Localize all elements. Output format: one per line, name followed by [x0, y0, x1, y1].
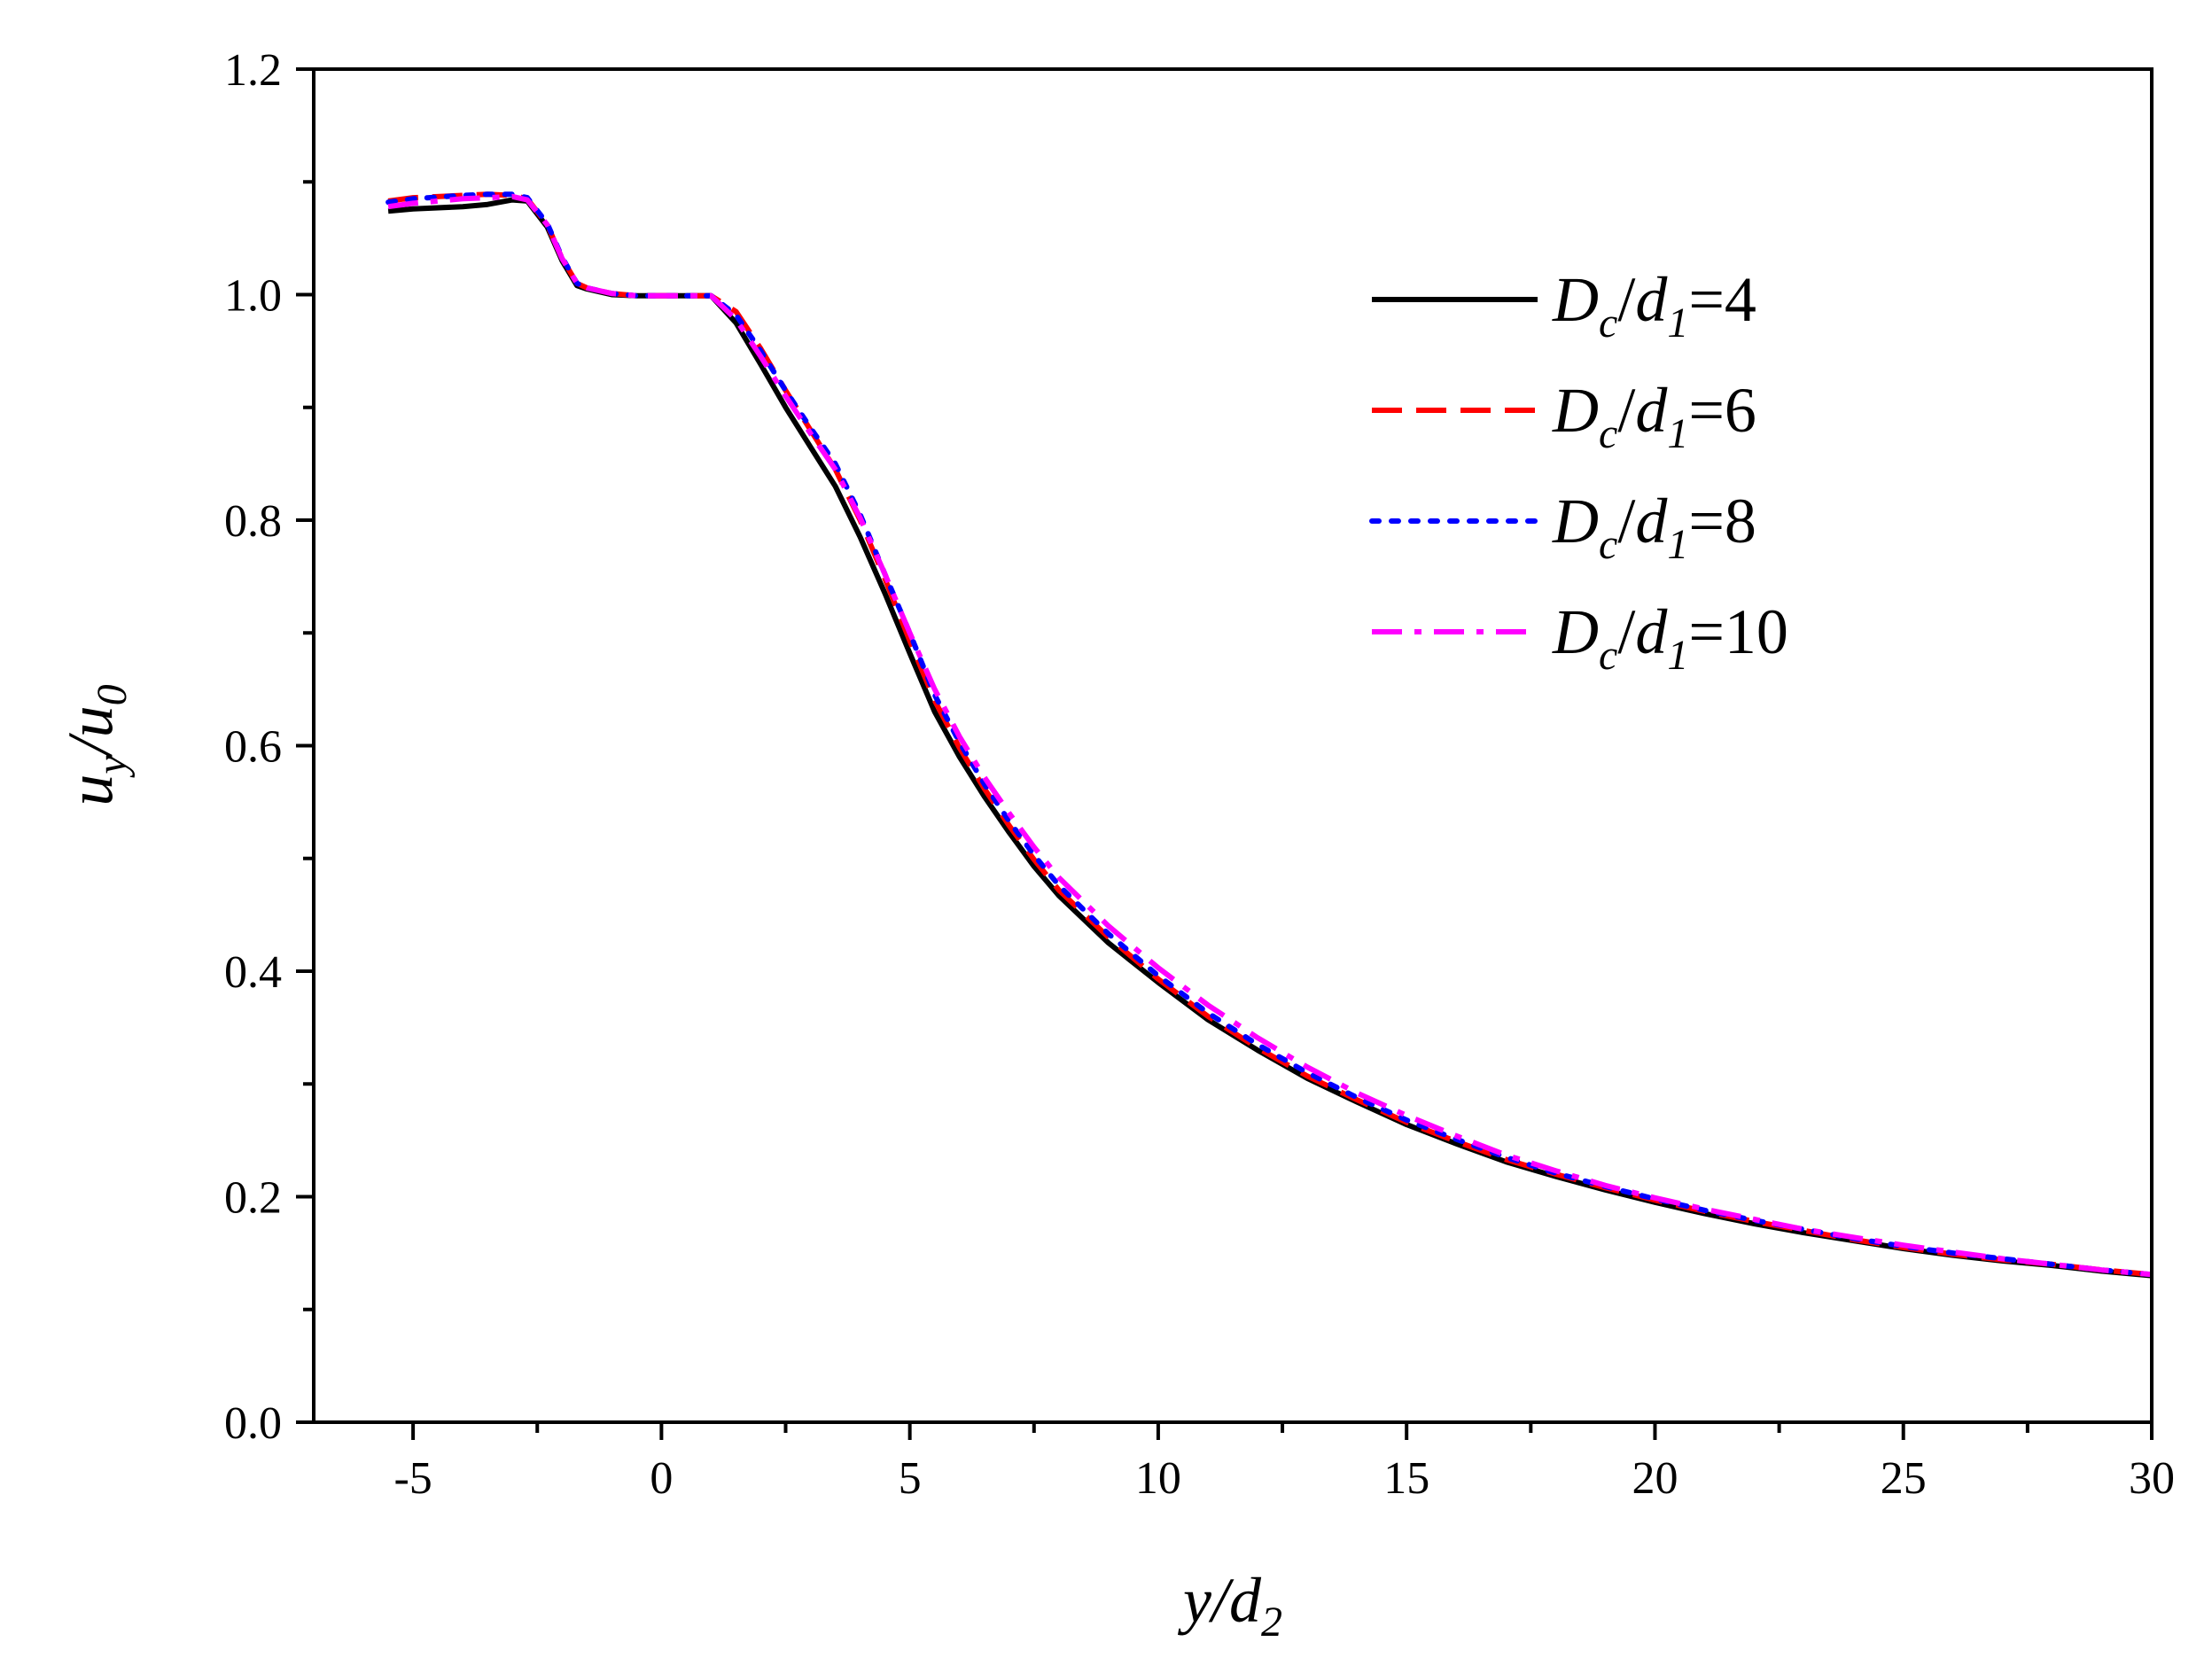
legend-label-part: d [1635, 375, 1668, 446]
legend: Dc/d1=4Dc/d1=6Dc/d1=8Dc/d1=10 [1369, 264, 1788, 679]
legend-label-part: =6 [1688, 375, 1756, 446]
legend-label-3: Dc/d1=8 [1552, 486, 1756, 568]
legend-label-part: c [1599, 632, 1617, 679]
y-axis-title-sub-0: 0 [89, 684, 136, 705]
y-tick-label: 0.0 [224, 1398, 282, 1449]
x-tick-label: 20 [1632, 1453, 1678, 1504]
y-axis-title-sub-y: y [89, 755, 136, 779]
x-tick-label: 30 [2129, 1453, 2175, 1504]
legend-label-part: D [1552, 375, 1599, 446]
legend-label-part: D [1552, 264, 1599, 335]
x-tick-label: 10 [1135, 1453, 1181, 1504]
legend-label-4: Dc/d1=10 [1552, 596, 1788, 679]
x-tick-label: 25 [1881, 1453, 1927, 1504]
plot-lines [386, 191, 2154, 1279]
x-tick-label: 5 [899, 1453, 922, 1504]
legend-label-part: 1 [1667, 632, 1688, 679]
y-tick-label: 0.8 [224, 496, 282, 547]
x-tick-label: -5 [393, 1453, 432, 1504]
x-tick-label: 0 [650, 1453, 673, 1504]
series-line-1 [387, 197, 2153, 1279]
x-axis-title-main: y/d [1177, 1565, 1262, 1636]
legend-label-part: / [1617, 375, 1635, 446]
legend-label-part: c [1599, 300, 1617, 346]
legend-label-part: D [1552, 596, 1599, 667]
legend-label-part: / [1617, 486, 1635, 556]
legend-label-part: / [1617, 596, 1635, 667]
y-axis-title: uy/u0 [55, 684, 136, 805]
legend-label-part: =10 [1688, 596, 1788, 667]
y-tick-label: 1.0 [224, 271, 282, 322]
legend-label-part: =8 [1688, 486, 1756, 556]
plot-frame [312, 67, 2154, 1424]
legend-label-part: c [1599, 521, 1617, 568]
y-axis-ticks: 0.0 0.2 0.4 0.6 0.8 1.0 1.2 [224, 45, 314, 1449]
y-tick-label: 0.2 [224, 1173, 282, 1224]
x-axis-title-sub: 2 [1261, 1599, 1282, 1646]
legend-label-part: 1 [1667, 300, 1688, 346]
legend-label-1: Dc/d1=4 [1552, 264, 1756, 346]
series-line-3 [386, 191, 2154, 1278]
y-axis-title-u: u [55, 774, 126, 806]
legend-label-2: Dc/d1=6 [1552, 375, 1756, 457]
legend-label-part: 1 [1667, 410, 1688, 457]
y-axis-title-u0: u [55, 705, 126, 737]
y-tick-label: 0.6 [224, 722, 282, 773]
legend-label-part: D [1552, 486, 1599, 556]
x-axis-title: y/d2 [1177, 1565, 1282, 1646]
legend-label-part: / [1617, 264, 1635, 335]
y-tick-label: 1.2 [224, 45, 282, 96]
legend-label-part: d [1635, 264, 1668, 335]
legend-label-part: =4 [1688, 264, 1756, 335]
legend-label-part: 1 [1667, 521, 1688, 568]
x-axis-ticks: -5 0 5 10 15 20 25 30 [393, 1422, 2175, 1504]
legend-label-part: d [1635, 486, 1668, 556]
series-line-4 [387, 193, 2153, 1278]
series-line-2 [387, 191, 2153, 1278]
legend-label-part: c [1599, 410, 1617, 457]
x-tick-label: 15 [1383, 1453, 1429, 1504]
y-tick-label: 0.4 [224, 947, 282, 998]
legend-label-part: d [1635, 596, 1668, 667]
